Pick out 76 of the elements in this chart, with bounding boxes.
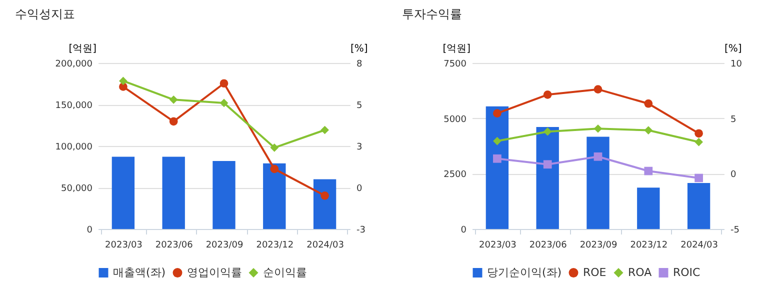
bar xyxy=(637,188,660,229)
x-tick-label: 2023/06 xyxy=(529,240,568,250)
point xyxy=(270,143,279,152)
point xyxy=(644,99,653,108)
y-tick-label: 7500 xyxy=(444,60,467,70)
bar xyxy=(536,126,559,229)
x-tick-label: 2023/12 xyxy=(256,240,294,250)
bar xyxy=(162,156,185,229)
x-tick-label: 2024/03 xyxy=(680,240,718,250)
legend-label: 영업이익률 xyxy=(187,266,242,279)
legend-label: ROA xyxy=(628,266,652,279)
bar xyxy=(687,182,710,229)
point xyxy=(694,174,703,182)
legend-label: 순이익률 xyxy=(263,266,307,279)
bar xyxy=(586,136,610,229)
y2-tick-label: -3 xyxy=(356,226,366,236)
point xyxy=(270,164,279,174)
bar xyxy=(212,160,236,229)
point xyxy=(543,127,552,136)
y2-tick-label: -5 xyxy=(730,226,740,236)
point xyxy=(594,85,602,94)
y-tick-label: 50,000 xyxy=(61,184,93,194)
point xyxy=(594,124,602,133)
x-tick-label: 2023/03 xyxy=(479,240,516,250)
y2-axis-title: [%] xyxy=(724,44,742,54)
point xyxy=(543,90,552,99)
chart-title: 투자수익률 xyxy=(402,7,462,21)
bar xyxy=(486,106,509,229)
legend-label: ROIC xyxy=(673,266,701,279)
point xyxy=(220,98,228,108)
y-tick-label: 5000 xyxy=(444,114,467,125)
point xyxy=(493,154,502,163)
x-tick-label: 2023/06 xyxy=(155,240,194,250)
point xyxy=(543,160,552,169)
y2-tick-label: 8 xyxy=(356,60,362,70)
point xyxy=(644,166,653,176)
y2-tick-label: 10 xyxy=(730,60,742,70)
point xyxy=(119,76,128,86)
y-tick-label: 0 xyxy=(460,226,467,236)
point xyxy=(694,129,703,138)
point xyxy=(493,109,502,118)
y-axis-title: [억원] xyxy=(442,44,471,54)
point xyxy=(694,138,703,146)
x-tick-label: 2023/09 xyxy=(206,240,244,250)
legend-label: 매출액(좌) xyxy=(113,266,166,279)
x-tick-label: 2023/09 xyxy=(580,240,618,250)
point xyxy=(220,79,228,88)
y2-tick-label: 0 xyxy=(730,170,736,180)
point xyxy=(320,126,329,134)
legend-label: ROE xyxy=(583,266,606,279)
legend-label: 당기순이익(좌) xyxy=(487,266,562,279)
y-tick-label: 150,000 xyxy=(55,101,93,111)
y-axis-title: [억원] xyxy=(68,44,97,54)
point xyxy=(119,82,128,91)
y-tick-label: 200,000 xyxy=(55,60,93,70)
chart-title: 수익성지표 xyxy=(14,7,75,21)
point xyxy=(169,95,178,104)
y2-axis-title: [%] xyxy=(350,44,368,54)
point xyxy=(594,152,602,161)
point xyxy=(493,136,502,146)
bar xyxy=(112,156,135,229)
point xyxy=(320,191,329,200)
y2-tick-label: 5 xyxy=(356,101,362,111)
x-tick-label: 2023/03 xyxy=(105,240,142,250)
y-tick-label: 2500 xyxy=(444,170,467,180)
point xyxy=(169,117,178,126)
x-tick-label: 2023/12 xyxy=(630,240,668,250)
y2-tick-label: 3 xyxy=(356,142,362,152)
x-tick-label: 2024/03 xyxy=(306,240,344,250)
bar xyxy=(263,163,286,229)
y2-tick-label: 0 xyxy=(356,184,362,194)
y-tick-label: 0 xyxy=(86,226,93,236)
y2-tick-label: 5 xyxy=(730,114,736,125)
y-tick-label: 100,000 xyxy=(55,142,93,152)
point xyxy=(644,126,653,134)
bar xyxy=(313,179,336,229)
